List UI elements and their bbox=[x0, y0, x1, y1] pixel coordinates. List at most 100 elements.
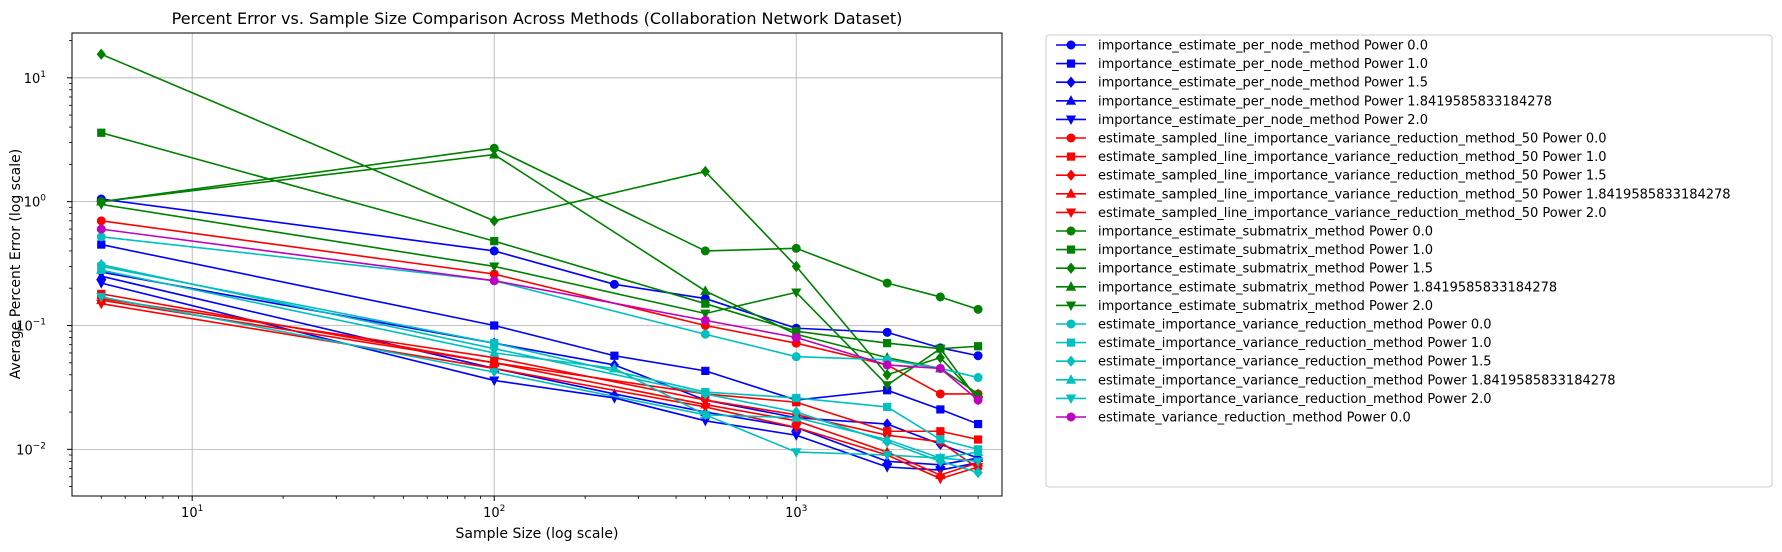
data-point bbox=[700, 309, 711, 320]
legend-marker bbox=[1066, 262, 1076, 274]
data-point bbox=[791, 243, 801, 253]
y-tick-label: 10−1 bbox=[16, 317, 46, 334]
legend-marker bbox=[1066, 59, 1076, 68]
legend-entry: estimate_importance_variance_reduction_m… bbox=[1056, 318, 1492, 333]
data-point bbox=[609, 362, 620, 373]
data-point bbox=[936, 435, 945, 444]
legend-entry: estimate_importance_variance_reduction_m… bbox=[1056, 355, 1492, 370]
series-13 bbox=[96, 148, 984, 398]
legend-entry: estimate_sampled_line_importance_varianc… bbox=[1056, 206, 1607, 221]
data-point bbox=[96, 264, 107, 275]
data-point bbox=[936, 427, 945, 436]
legend-marker bbox=[1065, 301, 1077, 312]
legend-marker bbox=[1066, 319, 1076, 329]
legend-frame bbox=[1045, 34, 1773, 488]
data-point bbox=[97, 128, 106, 137]
series-11 bbox=[97, 128, 983, 353]
data-point bbox=[882, 433, 893, 444]
data-point bbox=[791, 412, 802, 422]
series-line bbox=[101, 282, 979, 471]
series-12 bbox=[96, 48, 983, 404]
legend-entry: importance_estimate_per_node_method Powe… bbox=[1056, 113, 1428, 128]
legend-entry: estimate_sampled_line_importance_varianc… bbox=[1056, 169, 1607, 184]
legend-marker bbox=[1066, 355, 1076, 367]
data-point bbox=[972, 446, 984, 456]
data-point bbox=[973, 395, 983, 405]
legend-marker bbox=[1065, 394, 1077, 405]
data-point bbox=[489, 148, 500, 159]
legend-label: importance_estimate_per_node_method Powe… bbox=[1098, 113, 1428, 128]
data-point bbox=[609, 279, 619, 289]
legend-marker bbox=[1066, 76, 1076, 88]
data-point bbox=[791, 448, 802, 458]
legend-label: importance_estimate_submatrix_method Pow… bbox=[1098, 280, 1557, 295]
data-point bbox=[883, 402, 892, 412]
data-point bbox=[791, 352, 801, 362]
series-14 bbox=[96, 200, 984, 406]
data-point bbox=[489, 276, 499, 286]
series-line bbox=[101, 275, 979, 466]
data-point bbox=[610, 351, 619, 360]
data-point bbox=[96, 293, 107, 303]
legend-entry: importance_estimate_per_node_method Powe… bbox=[1056, 39, 1428, 54]
legend-entry: importance_estimate_submatrix_method Pow… bbox=[1056, 262, 1433, 277]
legend-entry: importance_estimate_per_node_method Powe… bbox=[1056, 57, 1428, 72]
x-tick-label: 101 bbox=[181, 504, 203, 521]
data-point bbox=[882, 369, 892, 381]
data-point bbox=[791, 332, 801, 342]
legend-label: estimate_importance_variance_reduction_m… bbox=[1098, 336, 1492, 351]
data-point bbox=[973, 304, 983, 314]
legend-marker bbox=[1065, 281, 1077, 291]
data-point bbox=[791, 260, 801, 273]
data-point bbox=[791, 288, 802, 299]
x-tick-label: 103 bbox=[785, 504, 807, 521]
x-axis-label: Sample Size (log scale) bbox=[456, 526, 619, 542]
data-point bbox=[96, 216, 106, 226]
data-point bbox=[935, 389, 945, 399]
data-point bbox=[700, 285, 711, 295]
legend-label: importance_estimate_per_node_method Powe… bbox=[1098, 57, 1428, 72]
y-tick-label: 100 bbox=[24, 194, 47, 211]
legend-entry: importance_estimate_per_node_method Powe… bbox=[1056, 94, 1552, 109]
data-point bbox=[882, 360, 892, 370]
series-0 bbox=[96, 194, 983, 361]
legend-entry: estimate_importance_variance_reduction_m… bbox=[1056, 336, 1492, 351]
legend-label: importance_estimate_per_node_method Powe… bbox=[1098, 39, 1428, 54]
legend-label: estimate_importance_variance_reduction_m… bbox=[1098, 373, 1616, 388]
legend-entry: estimate_importance_variance_reduction_m… bbox=[1056, 392, 1492, 407]
data-point bbox=[935, 454, 946, 464]
data-point bbox=[97, 240, 106, 249]
legend-marker bbox=[1066, 152, 1076, 161]
data-point bbox=[96, 200, 107, 211]
chart-title: Percent Error vs. Sample Size Comparison… bbox=[172, 9, 903, 28]
legend-entry: estimate_sampled_line_importance_varianc… bbox=[1056, 132, 1607, 147]
legend-label: importance_estimate_submatrix_method Pow… bbox=[1098, 243, 1433, 258]
legend-entry: estimate_sampled_line_importance_varianc… bbox=[1056, 150, 1607, 165]
legend-entry: importance_estimate_submatrix_method Pow… bbox=[1056, 299, 1433, 314]
data-point bbox=[791, 423, 802, 434]
data-point bbox=[489, 347, 500, 357]
data-point bbox=[489, 368, 500, 378]
legend-label: estimate_sampled_line_importance_varianc… bbox=[1098, 187, 1731, 202]
data-point bbox=[973, 419, 983, 429]
legend-label: importance_estimate_submatrix_method Pow… bbox=[1098, 262, 1433, 277]
series-19 bbox=[96, 293, 984, 467]
legend-entry: importance_estimate_per_node_method Powe… bbox=[1056, 76, 1428, 91]
legend-marker bbox=[1065, 188, 1077, 198]
data-point bbox=[792, 393, 801, 403]
series-2 bbox=[96, 266, 983, 464]
data-point bbox=[882, 327, 892, 337]
legend-marker bbox=[1066, 412, 1076, 422]
legend-label: estimate_importance_variance_reduction_m… bbox=[1098, 392, 1492, 407]
data-point bbox=[935, 344, 946, 355]
series-layer bbox=[96, 48, 984, 485]
data-point bbox=[973, 435, 983, 444]
legend-marker bbox=[1066, 226, 1076, 236]
data-point bbox=[973, 373, 983, 383]
data-point bbox=[882, 463, 893, 473]
data-point bbox=[96, 48, 106, 60]
legend-marker bbox=[1066, 169, 1076, 181]
data-point bbox=[96, 232, 106, 242]
data-point bbox=[701, 366, 710, 375]
